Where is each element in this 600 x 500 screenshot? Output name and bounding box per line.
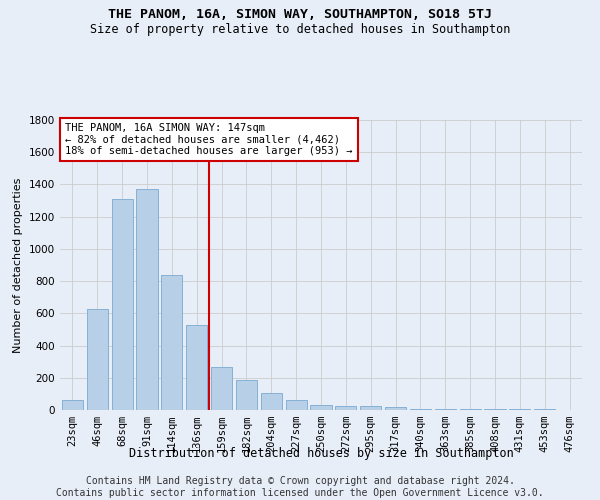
Bar xyxy=(211,366,232,410)
Bar xyxy=(186,324,207,410)
Y-axis label: Number of detached properties: Number of detached properties xyxy=(13,178,23,352)
Text: THE PANOM, 16A SIMON WAY: 147sqm
← 82% of detached houses are smaller (4,462)
18: THE PANOM, 16A SIMON WAY: 147sqm ← 82% o… xyxy=(65,123,353,156)
Text: Size of property relative to detached houses in Southampton: Size of property relative to detached ho… xyxy=(90,22,510,36)
Bar xyxy=(161,274,182,410)
Bar xyxy=(236,380,257,410)
Text: Contains HM Land Registry data © Crown copyright and database right 2024.
Contai: Contains HM Land Registry data © Crown c… xyxy=(56,476,544,498)
Bar xyxy=(261,393,282,410)
Bar xyxy=(435,409,456,410)
Bar xyxy=(335,406,356,410)
Bar xyxy=(286,400,307,410)
Text: THE PANOM, 16A, SIMON WAY, SOUTHAMPTON, SO18 5TJ: THE PANOM, 16A, SIMON WAY, SOUTHAMPTON, … xyxy=(108,8,492,20)
Bar xyxy=(62,400,83,410)
Text: Distribution of detached houses by size in Southampton: Distribution of detached houses by size … xyxy=(128,448,514,460)
Bar xyxy=(484,409,506,410)
Bar xyxy=(87,308,108,410)
Bar xyxy=(112,199,133,410)
Bar xyxy=(310,405,332,410)
Bar xyxy=(360,406,381,410)
Bar xyxy=(385,408,406,410)
Bar xyxy=(136,190,158,410)
Bar xyxy=(410,408,431,410)
Bar xyxy=(460,409,481,410)
